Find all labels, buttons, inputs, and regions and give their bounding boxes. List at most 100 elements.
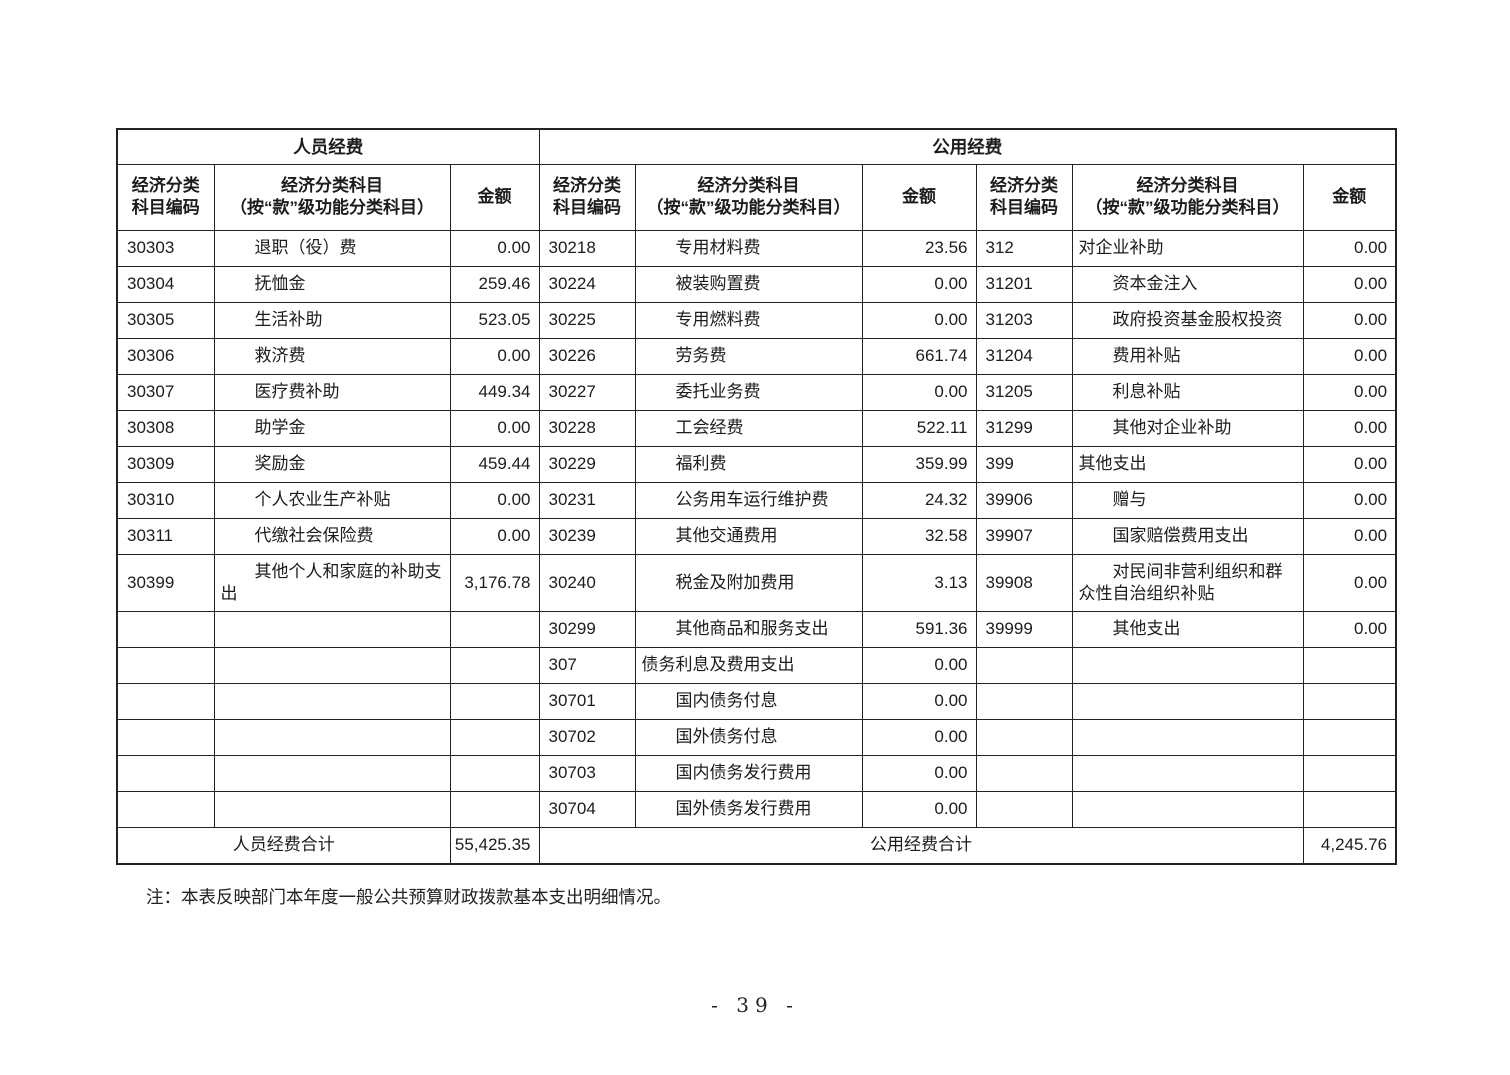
- code-cell: [116, 718, 215, 756]
- amount-cell: 0.00: [861, 646, 977, 684]
- table-row: 30311 代缴社会保险费 0.00 30239 其他交通费用 32.58 39907 国家赔…: [116, 517, 1397, 555]
- amount-cell: 591.36: [861, 610, 977, 648]
- subject-name-cell: 利息补贴: [1071, 373, 1304, 411]
- column-header-code: 经济分类 科目编码: [975, 163, 1073, 231]
- group-header-personnel: 人员经费: [116, 128, 540, 165]
- subject-name-cell: [213, 682, 451, 720]
- amount-cell: 32.58: [861, 517, 977, 555]
- table-row: 30307 医疗费补助 449.34 30227 委托业务费 0.00 31205 利息补贴 0…: [116, 373, 1397, 411]
- code-cell: 39999: [975, 610, 1073, 648]
- subject-name-cell: 代缴社会保险费: [213, 517, 451, 555]
- code-cell: 39908: [975, 553, 1073, 612]
- amount-cell: 0.00: [449, 517, 540, 555]
- amount-cell: 0.00: [449, 481, 540, 519]
- amount-cell: [1302, 682, 1397, 720]
- amount-cell: 359.99: [861, 445, 977, 483]
- subject-name-cell: 劳务费: [634, 337, 863, 375]
- code-cell: 30231: [538, 481, 636, 519]
- code-cell: [975, 718, 1073, 756]
- subject-name-cell: 对企业补助: [1071, 229, 1304, 267]
- table-row: 30303 退职（役）费 0.00 30218 专用材料费 23.56 312 对企业补助 0.…: [116, 229, 1397, 267]
- table-footnote: 注：本表反映部门本年度一般公共预算财政拨款基本支出明细情况。: [146, 888, 671, 908]
- basic-expenditure-table: 人员经费 公用经费 经济分类 科目编码 经济分类科目 （按“款”级功能分类科目）…: [116, 128, 1398, 865]
- amount-cell: 3.13: [861, 553, 977, 612]
- amount-cell: 0.00: [1302, 445, 1397, 483]
- amount-cell: [449, 718, 540, 756]
- subject-name-cell: 国内债务付息: [634, 682, 863, 720]
- amount-cell: 24.32: [861, 481, 977, 519]
- code-cell: 30702: [538, 718, 636, 756]
- amount-cell: [1302, 718, 1397, 756]
- group-header-public: 公用经费: [538, 128, 1397, 165]
- code-cell: 30224: [538, 265, 636, 303]
- amount-cell: 0.00: [861, 718, 977, 756]
- code-cell: [116, 646, 215, 684]
- column-header-amount: 金额: [1302, 163, 1397, 231]
- subject-name-cell: 其他交通费用: [634, 517, 863, 555]
- amount-cell: 523.05: [449, 301, 540, 339]
- column-header-amount: 金额: [449, 163, 540, 231]
- table-row: 30399 其他个人和家庭的补助支出 3,176.78 30240 税金及附加费用 3.1…: [116, 553, 1397, 612]
- amount-cell: 0.00: [1302, 610, 1397, 648]
- subject-name-cell: 医疗费补助: [213, 373, 451, 411]
- subject-name-cell: 政府投资基金股权投资: [1071, 301, 1304, 339]
- amount-cell: 0.00: [861, 373, 977, 411]
- subject-name-cell: 税金及附加费用: [634, 553, 863, 612]
- amount-cell: 0.00: [861, 682, 977, 720]
- table-row: 30702 国外债务付息 0.00: [116, 718, 1397, 756]
- subject-name-cell: 奖励金: [213, 445, 451, 483]
- amount-cell: 449.34: [449, 373, 540, 411]
- code-cell: 30704: [538, 790, 636, 828]
- subject-name-cell: [213, 790, 451, 828]
- code-cell: 31205: [975, 373, 1073, 411]
- code-cell: 31201: [975, 265, 1073, 303]
- code-cell: [975, 682, 1073, 720]
- column-header-name-line1: 经济分类科目: [697, 176, 800, 196]
- subject-name-cell: 国外债务发行费用: [634, 790, 863, 828]
- code-cell: 30701: [538, 682, 636, 720]
- amount-cell: 661.74: [861, 337, 977, 375]
- code-cell: 30308: [116, 409, 215, 447]
- public-total-amount: 4,245.76: [1302, 826, 1397, 865]
- amount-cell: [449, 754, 540, 792]
- amount-cell: 0.00: [1302, 553, 1397, 612]
- amount-cell: [1302, 754, 1397, 792]
- subject-name-cell: [213, 610, 451, 648]
- page-number: - 39 -: [711, 993, 799, 1017]
- column-header-code: 经济分类 科目编码: [538, 163, 636, 231]
- amount-cell: 0.00: [1302, 373, 1397, 411]
- amount-cell: 0.00: [1302, 265, 1397, 303]
- subject-name-cell: 债务利息及费用支出: [634, 646, 863, 684]
- subject-name-cell: 助学金: [213, 409, 451, 447]
- subject-name-cell: 专用燃料费: [634, 301, 863, 339]
- amount-cell: 0.00: [861, 301, 977, 339]
- subject-name-cell: 被装购置费: [634, 265, 863, 303]
- amount-cell: [449, 682, 540, 720]
- code-cell: 30703: [538, 754, 636, 792]
- table-row: 30305 生活补助 523.05 30225 专用燃料费 0.00 31203 政府投资基金…: [116, 301, 1397, 339]
- code-cell: 30309: [116, 445, 215, 483]
- code-cell: [116, 790, 215, 828]
- amount-cell: 0.00: [861, 754, 977, 792]
- code-cell: 31299: [975, 409, 1073, 447]
- subject-name-cell: [1071, 646, 1304, 684]
- amount-cell: [1302, 646, 1397, 684]
- subject-name-cell: 退职（役）费: [213, 229, 451, 267]
- code-cell: 31203: [975, 301, 1073, 339]
- amount-cell: 0.00: [449, 229, 540, 267]
- code-cell: 30399: [116, 553, 215, 612]
- amount-cell: 0.00: [449, 337, 540, 375]
- amount-cell: 0.00: [449, 409, 540, 447]
- subject-name-cell: 费用补贴: [1071, 337, 1304, 375]
- group-header-row: 人员经费 公用经费: [116, 128, 1397, 165]
- personnel-total-label: 人员经费合计: [116, 826, 451, 865]
- subject-name-cell: 国家赔偿费用支出: [1071, 517, 1304, 555]
- column-header-code: 经济分类 科目编码: [116, 163, 215, 231]
- code-cell: 30229: [538, 445, 636, 483]
- code-cell: 30239: [538, 517, 636, 555]
- amount-cell: [449, 646, 540, 684]
- code-cell: [975, 646, 1073, 684]
- subject-name-cell: 救济费: [213, 337, 451, 375]
- column-header-name: 经济分类科目 （按“款”级功能分类科目）: [1071, 163, 1304, 231]
- column-header-name-line1: 经济分类科目: [1136, 176, 1239, 196]
